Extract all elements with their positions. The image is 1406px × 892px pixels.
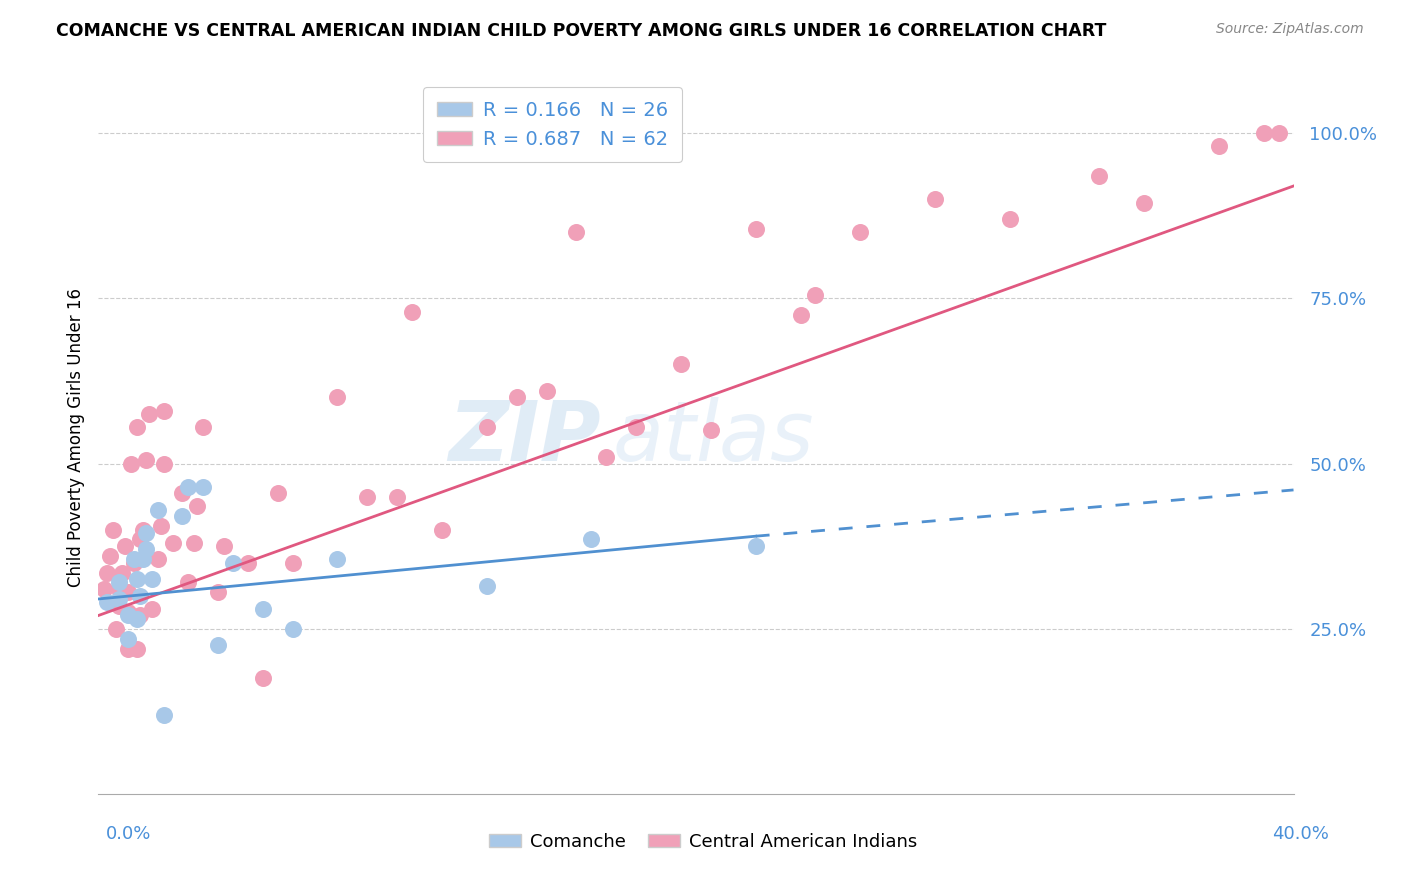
Point bbox=[141, 572, 163, 586]
Point bbox=[93, 582, 115, 596]
Point bbox=[111, 566, 134, 580]
Point bbox=[124, 556, 146, 570]
Point bbox=[129, 533, 152, 547]
Point bbox=[281, 622, 304, 636]
Point bbox=[114, 539, 136, 553]
Point bbox=[117, 585, 139, 599]
Point bbox=[138, 407, 160, 421]
Point bbox=[745, 222, 768, 236]
Point bbox=[129, 608, 152, 623]
Point bbox=[626, 420, 648, 434]
Point bbox=[1208, 139, 1230, 153]
Point bbox=[222, 556, 245, 570]
Point bbox=[700, 424, 723, 438]
Point bbox=[849, 225, 872, 239]
Point bbox=[96, 595, 118, 609]
Point bbox=[998, 212, 1021, 227]
Point bbox=[595, 450, 617, 464]
Point bbox=[135, 542, 157, 557]
Point bbox=[177, 575, 200, 590]
Point bbox=[135, 525, 157, 540]
Point bbox=[1133, 195, 1156, 210]
Legend: Comanche, Central American Indians: Comanche, Central American Indians bbox=[481, 826, 925, 858]
Point bbox=[124, 552, 146, 566]
Point bbox=[1253, 126, 1275, 140]
Point bbox=[148, 552, 170, 566]
Point bbox=[326, 552, 349, 566]
Point bbox=[132, 552, 155, 566]
Point bbox=[127, 420, 149, 434]
Point bbox=[212, 539, 235, 553]
Text: 40.0%: 40.0% bbox=[1272, 825, 1329, 843]
Point bbox=[103, 523, 125, 537]
Point bbox=[506, 391, 529, 405]
Point bbox=[177, 480, 200, 494]
Point bbox=[356, 490, 378, 504]
Point bbox=[98, 549, 122, 563]
Point bbox=[191, 420, 214, 434]
Point bbox=[183, 536, 205, 550]
Point bbox=[536, 384, 558, 398]
Point bbox=[141, 602, 163, 616]
Point bbox=[153, 707, 176, 722]
Point bbox=[108, 582, 131, 596]
Point bbox=[172, 509, 194, 524]
Point bbox=[117, 641, 139, 656]
Point bbox=[127, 572, 149, 586]
Point bbox=[153, 457, 176, 471]
Point bbox=[267, 486, 290, 500]
Point bbox=[236, 556, 259, 570]
Point bbox=[1267, 126, 1289, 140]
Point bbox=[96, 566, 118, 580]
Point bbox=[789, 308, 811, 322]
Point bbox=[132, 523, 155, 537]
Point bbox=[117, 632, 139, 646]
Text: Source: ZipAtlas.com: Source: ZipAtlas.com bbox=[1216, 22, 1364, 37]
Point bbox=[1088, 169, 1111, 183]
Point bbox=[669, 358, 692, 372]
Y-axis label: Child Poverty Among Girls Under 16: Child Poverty Among Girls Under 16 bbox=[66, 287, 84, 587]
Text: 0.0%: 0.0% bbox=[105, 825, 150, 843]
Point bbox=[430, 523, 453, 537]
Point bbox=[191, 480, 214, 494]
Point bbox=[186, 500, 208, 514]
Point bbox=[401, 304, 423, 318]
Point bbox=[127, 641, 149, 656]
Text: ZIP: ZIP bbox=[447, 397, 600, 477]
Point bbox=[252, 602, 274, 616]
Point bbox=[385, 490, 409, 504]
Legend: R = 0.166   N = 26, R = 0.687   N = 62: R = 0.166 N = 26, R = 0.687 N = 62 bbox=[423, 87, 682, 162]
Point bbox=[207, 585, 229, 599]
Point bbox=[108, 591, 131, 606]
Point bbox=[148, 502, 170, 516]
Point bbox=[475, 579, 498, 593]
Point bbox=[127, 612, 149, 626]
Point bbox=[120, 457, 142, 471]
Point bbox=[281, 556, 304, 570]
Point bbox=[117, 608, 139, 623]
Point bbox=[581, 533, 603, 547]
Point bbox=[804, 288, 827, 302]
Point bbox=[162, 536, 184, 550]
Point bbox=[172, 486, 194, 500]
Point bbox=[129, 589, 152, 603]
Text: atlas: atlas bbox=[613, 397, 814, 477]
Point bbox=[326, 391, 349, 405]
Point bbox=[117, 605, 139, 619]
Point bbox=[924, 192, 946, 206]
Point bbox=[252, 671, 274, 685]
Point bbox=[745, 539, 768, 553]
Point bbox=[135, 453, 157, 467]
Point bbox=[153, 403, 176, 417]
Point bbox=[207, 638, 229, 652]
Point bbox=[475, 420, 498, 434]
Point bbox=[150, 519, 173, 533]
Point bbox=[105, 622, 128, 636]
Point bbox=[565, 225, 588, 239]
Point bbox=[108, 599, 131, 613]
Point bbox=[108, 575, 131, 590]
Text: COMANCHE VS CENTRAL AMERICAN INDIAN CHILD POVERTY AMONG GIRLS UNDER 16 CORRELATI: COMANCHE VS CENTRAL AMERICAN INDIAN CHIL… bbox=[56, 22, 1107, 40]
